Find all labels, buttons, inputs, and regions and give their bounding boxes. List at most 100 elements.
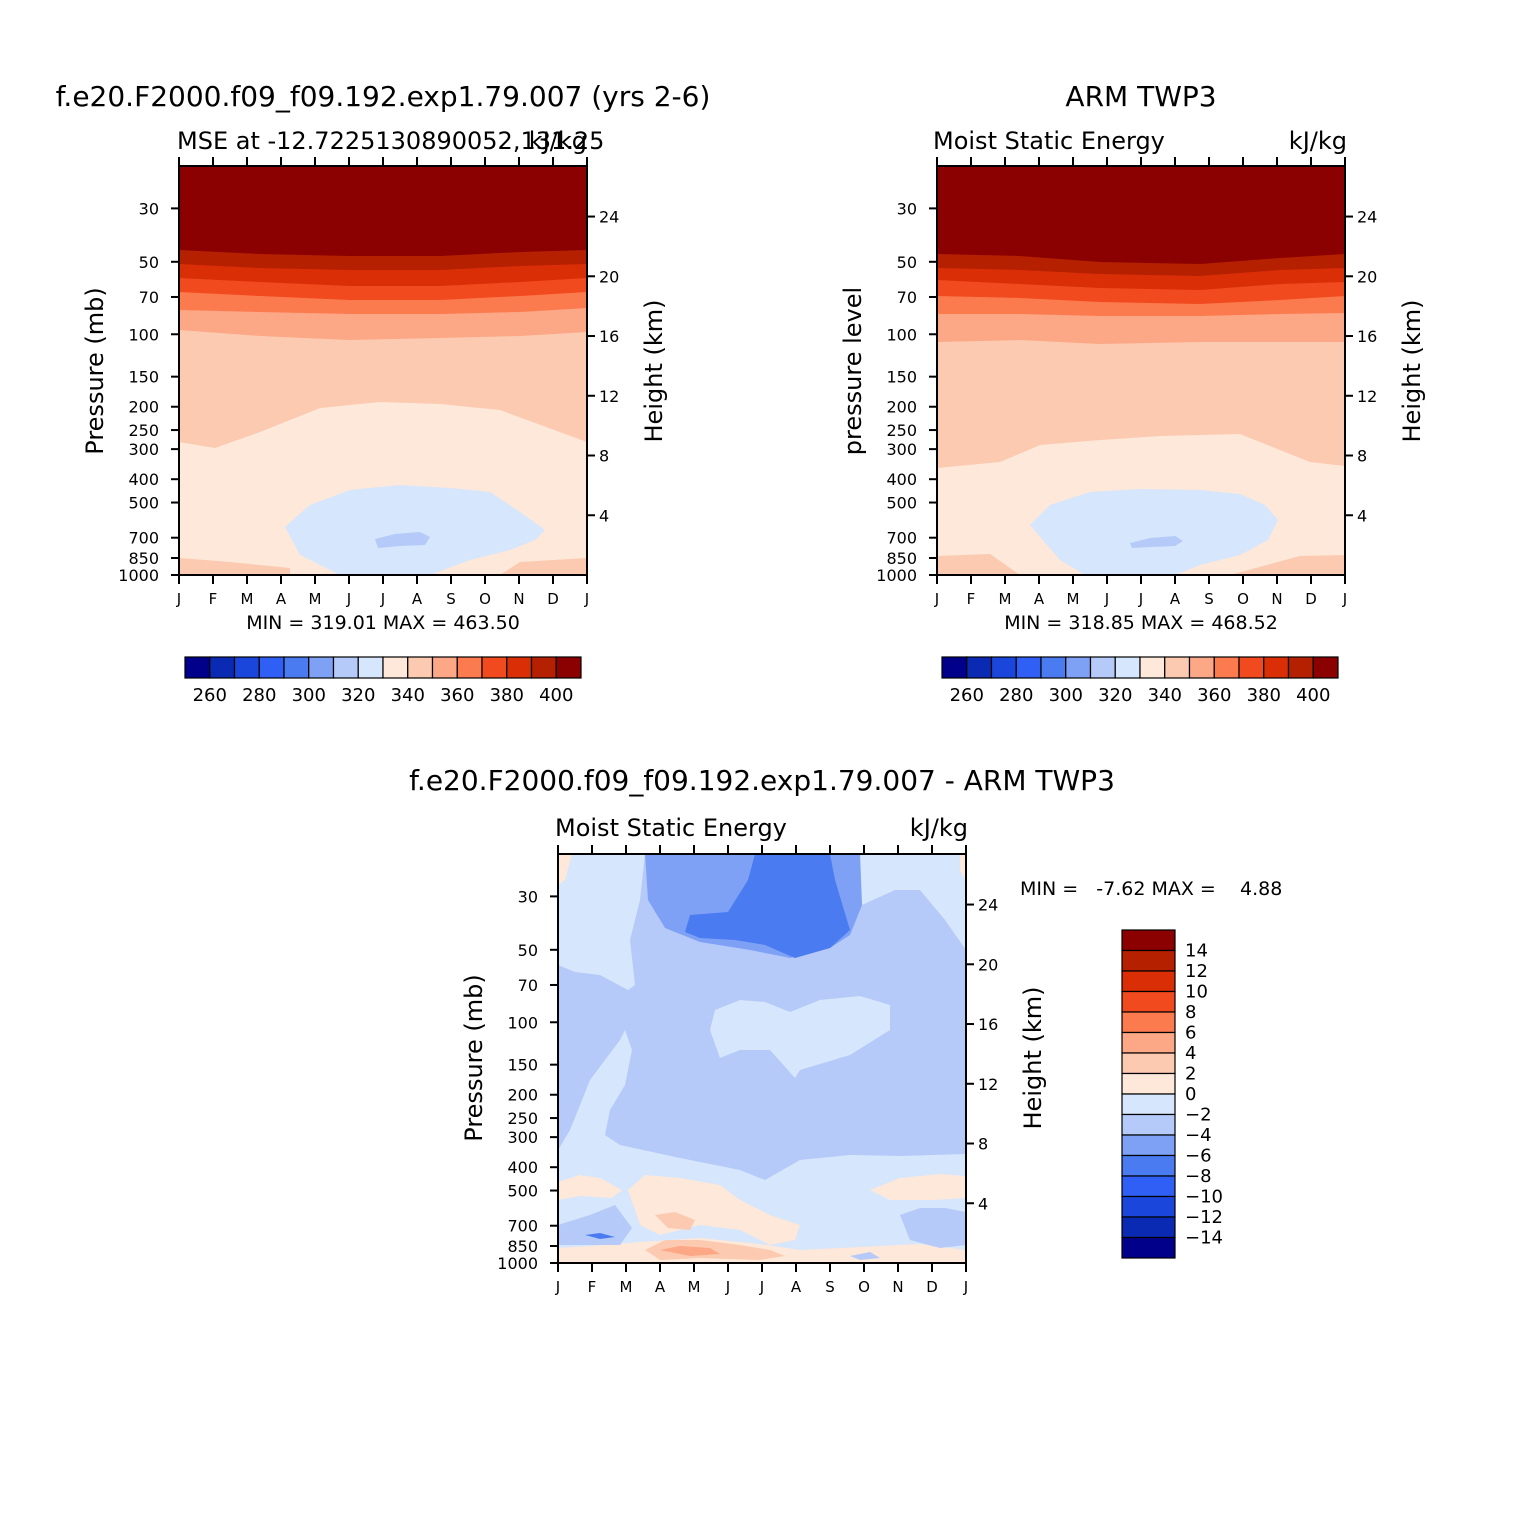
pressure-tick-label: 100 xyxy=(128,325,159,344)
contour-band-minus4-minus2-lower-right xyxy=(900,1208,966,1248)
height-tick-label: 4 xyxy=(978,1194,988,1213)
colorbar-label: 300 xyxy=(292,685,326,706)
colorbar-label: −2 xyxy=(1185,1105,1212,1126)
month-tick-label: M xyxy=(309,590,322,608)
month-tick-label: O xyxy=(479,590,491,608)
panel-model: f.e20.F2000.f09_f09.192.exp1.79.007 (yrs… xyxy=(56,80,711,706)
month-tick-label: N xyxy=(1271,590,1282,608)
colorbar-label: 0 xyxy=(1185,1084,1196,1105)
pressure-tick-label: 300 xyxy=(886,440,917,459)
month-tick-label: A xyxy=(412,590,423,608)
colorbar-swatch xyxy=(332,656,359,679)
contour-band-surface-left xyxy=(179,558,290,575)
contour-band-400-plus xyxy=(937,166,1345,264)
height-tick-label: 16 xyxy=(978,1015,998,1034)
pressure-tick-label: 850 xyxy=(886,549,917,568)
height-tick-label: 12 xyxy=(978,1075,998,1094)
colorbar-label: 280 xyxy=(999,685,1033,706)
colorbar-label: 2 xyxy=(1185,1064,1196,1085)
pressure-tick-label: 300 xyxy=(128,440,159,459)
panel-title: f.e20.F2000.f09_f09.192.exp1.79.007 - AR… xyxy=(409,764,1115,797)
colorbar-label: −4 xyxy=(1185,1125,1212,1146)
contour-band-320-330 xyxy=(1030,489,1278,575)
colorbar-swatch xyxy=(1015,656,1042,679)
height-tick-label: 24 xyxy=(978,896,998,915)
pressure-tick-label: 400 xyxy=(886,470,917,489)
colorbar-swatch xyxy=(506,656,533,679)
month-tick-label: J xyxy=(934,590,939,608)
month-tick-label: M xyxy=(241,590,254,608)
contour-band-0-2-corner-right xyxy=(960,854,966,882)
height-tick-label: 8 xyxy=(599,447,609,466)
panel-units: kJ/kg xyxy=(1289,127,1347,155)
pressure-tick-label: 500 xyxy=(128,494,159,513)
y-axis-label: pressure level xyxy=(839,287,867,455)
month-tick-label: N xyxy=(513,590,524,608)
height-tick-label: 8 xyxy=(1357,447,1367,466)
month-tick-label: J xyxy=(176,590,181,608)
colorbar-swatch xyxy=(1121,949,1176,972)
colorbar-swatch xyxy=(481,656,508,679)
pressure-tick-label: 50 xyxy=(518,941,538,960)
colorbar-swatch xyxy=(456,656,483,679)
colorbar-label: 260 xyxy=(193,685,227,706)
colorbar-label: −14 xyxy=(1185,1228,1223,1249)
min-max-stats: MIN = 319.01 MAX = 463.50 xyxy=(246,612,520,634)
y-axis-label: Pressure (mb) xyxy=(460,974,488,1141)
height-tick-label: 20 xyxy=(978,955,998,974)
height-tick-label: 24 xyxy=(1357,208,1377,227)
colorbar-label: 280 xyxy=(242,685,276,706)
height-tick-label: 8 xyxy=(978,1135,988,1154)
colorbar-swatch xyxy=(555,656,582,679)
colorbar-swatch xyxy=(308,656,335,679)
height-tick-label: 24 xyxy=(599,208,619,227)
height-tick-label: 4 xyxy=(1357,506,1367,525)
pressure-tick-label: 100 xyxy=(507,1013,538,1032)
pressure-tick-label: 700 xyxy=(886,529,917,548)
pressure-tick-label: 1000 xyxy=(876,566,917,585)
colorbar-label: 400 xyxy=(539,685,573,706)
colorbar-swatch xyxy=(1121,1134,1176,1157)
month-tick-label: S xyxy=(825,1278,835,1296)
y-axis-right-label: Height (km) xyxy=(1019,987,1047,1130)
colorbar-swatch xyxy=(209,656,236,679)
contour-band-310-320 xyxy=(1130,536,1183,548)
colorbar-label: 320 xyxy=(1098,685,1132,706)
panel-observation: ARM TWP3 Moist Static Energy kJ/kg 30 50 7… xyxy=(839,80,1426,706)
panel-difference: f.e20.F2000.f09_f09.192.exp1.79.007 - AR… xyxy=(409,764,1282,1296)
month-tick-label: O xyxy=(858,1278,870,1296)
colorbar-swatch xyxy=(1121,1154,1176,1177)
contour-band-minus4-minus2-lower-left xyxy=(558,1205,632,1245)
height-tick-label: 12 xyxy=(1357,387,1377,406)
pressure-tick-label: 200 xyxy=(886,398,917,417)
colorbar-label: 14 xyxy=(1185,941,1208,962)
month-tick-label: J xyxy=(1138,590,1143,608)
colorbar-label: −8 xyxy=(1185,1166,1212,1187)
pressure-tick-label: 30 xyxy=(897,199,917,218)
colorbar-swatch xyxy=(1121,1072,1176,1095)
y-axis-label: Pressure (mb) xyxy=(81,287,109,454)
colorbar-label: 6 xyxy=(1185,1023,1196,1044)
month-tick-label: D xyxy=(926,1278,938,1296)
contour-band-0-2-right xyxy=(870,1174,966,1200)
colorbar-swatch xyxy=(1065,656,1092,679)
colorbar-swatch xyxy=(233,656,260,679)
panel-subtitle: Moist Static Energy xyxy=(933,127,1165,155)
colorbar-swatch xyxy=(1121,1113,1176,1136)
contour-band-surface-right xyxy=(500,558,587,575)
contour-band-2-4-a xyxy=(655,1212,695,1230)
colorbar-swatch xyxy=(966,656,993,679)
pressure-tick-label: 250 xyxy=(886,421,917,440)
colorbar-label: −12 xyxy=(1185,1207,1223,1228)
pressure-tick-label: 70 xyxy=(139,288,159,307)
colorbar-label: −10 xyxy=(1185,1187,1223,1208)
colorbar-label: 12 xyxy=(1185,961,1208,982)
colorbar-label: 380 xyxy=(1247,685,1281,706)
colorbar-swatch xyxy=(1263,656,1290,679)
month-tick-label: J xyxy=(380,590,385,608)
contour-band-surface-right xyxy=(1230,555,1345,575)
pressure-tick-label: 850 xyxy=(128,549,159,568)
colorbar-label: 340 xyxy=(391,685,425,706)
